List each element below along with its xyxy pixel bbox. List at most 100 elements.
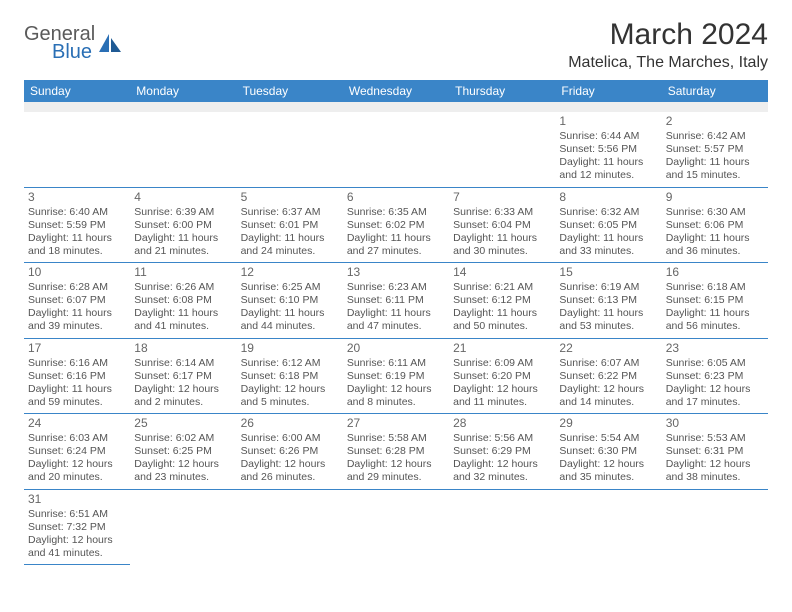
day-detail: Sunrise: 6:14 AM [134,357,232,370]
day-detail: Daylight: 11 hours and 39 minutes. [28,307,126,333]
day-number: 12 [241,265,339,280]
day-detail: Daylight: 12 hours and 5 minutes. [241,383,339,409]
day-cell: 5Sunrise: 6:37 AMSunset: 6:01 PMDaylight… [237,187,343,263]
day-cell: 30Sunrise: 5:53 AMSunset: 6:31 PMDayligh… [662,414,768,490]
day-number: 11 [134,265,232,280]
day-cell: 2Sunrise: 6:42 AMSunset: 5:57 PMDaylight… [662,112,768,187]
calendar-row: 1Sunrise: 6:44 AMSunset: 5:56 PMDaylight… [24,112,768,187]
day-cell: 6Sunrise: 6:35 AMSunset: 6:02 PMDaylight… [343,187,449,263]
day-number: 17 [28,341,126,356]
day-detail: Sunrise: 6:07 AM [559,357,657,370]
day-detail: Sunset: 6:06 PM [666,219,764,232]
day-detail: Sunset: 6:08 PM [134,294,232,307]
day-number: 1 [559,114,657,129]
day-detail: Daylight: 11 hours and 56 minutes. [666,307,764,333]
day-number: 8 [559,190,657,205]
brand-text: General Blue [24,24,95,62]
day-detail: Daylight: 11 hours and 59 minutes. [28,383,126,409]
day-detail: Sunrise: 5:53 AM [666,432,764,445]
day-detail: Daylight: 11 hours and 12 minutes. [559,156,657,182]
day-detail: Sunset: 6:02 PM [347,219,445,232]
day-detail: Sunrise: 5:56 AM [453,432,551,445]
day-number: 29 [559,416,657,431]
day-cell: 3Sunrise: 6:40 AMSunset: 5:59 PMDaylight… [24,187,130,263]
day-detail: Sunset: 6:11 PM [347,294,445,307]
day-cell: 28Sunrise: 5:56 AMSunset: 6:29 PMDayligh… [449,414,555,490]
day-cell: 14Sunrise: 6:21 AMSunset: 6:12 PMDayligh… [449,263,555,339]
day-detail: Sunrise: 6:37 AM [241,206,339,219]
day-number: 3 [28,190,126,205]
day-cell: 23Sunrise: 6:05 AMSunset: 6:23 PMDayligh… [662,338,768,414]
day-number: 22 [559,341,657,356]
weekday-header: Saturday [662,80,768,102]
day-detail: Sunset: 6:23 PM [666,370,764,383]
day-detail: Sunrise: 6:12 AM [241,357,339,370]
day-detail: Daylight: 11 hours and 33 minutes. [559,232,657,258]
day-detail: Daylight: 11 hours and 44 minutes. [241,307,339,333]
brand-line2: Blue [52,42,95,62]
weekday-header: Sunday [24,80,130,102]
day-detail: Daylight: 12 hours and 2 minutes. [134,383,232,409]
day-number: 4 [134,190,232,205]
day-cell: 7Sunrise: 6:33 AMSunset: 6:04 PMDaylight… [449,187,555,263]
day-detail: Sunset: 6:12 PM [453,294,551,307]
day-number: 15 [559,265,657,280]
day-detail: Sunrise: 6:44 AM [559,130,657,143]
calendar-row: 10Sunrise: 6:28 AMSunset: 6:07 PMDayligh… [24,263,768,339]
day-detail: Sunset: 6:24 PM [28,445,126,458]
day-number: 18 [134,341,232,356]
day-detail: Sunset: 5:56 PM [559,143,657,156]
day-detail: Daylight: 11 hours and 47 minutes. [347,307,445,333]
day-number: 2 [666,114,764,129]
calendar-head: SundayMondayTuesdayWednesdayThursdayFrid… [24,80,768,102]
day-detail: Sunrise: 6:18 AM [666,281,764,294]
day-number: 13 [347,265,445,280]
day-cell: 1Sunrise: 6:44 AMSunset: 5:56 PMDaylight… [555,112,661,187]
day-cell: 25Sunrise: 6:02 AMSunset: 6:25 PMDayligh… [130,414,236,490]
empty-cell [662,489,768,565]
day-number: 14 [453,265,551,280]
day-cell: 20Sunrise: 6:11 AMSunset: 6:19 PMDayligh… [343,338,449,414]
day-detail: Sunrise: 6:02 AM [134,432,232,445]
day-detail: Sunrise: 6:19 AM [559,281,657,294]
day-number: 7 [453,190,551,205]
day-detail: Sunset: 6:15 PM [666,294,764,307]
day-number: 21 [453,341,551,356]
day-detail: Sunset: 5:59 PM [28,219,126,232]
day-number: 27 [347,416,445,431]
day-number: 5 [241,190,339,205]
day-detail: Sunrise: 6:25 AM [241,281,339,294]
empty-cell [130,489,236,565]
spacer-row [24,102,768,112]
calendar-body: 1Sunrise: 6:44 AMSunset: 5:56 PMDaylight… [24,102,768,565]
day-number: 30 [666,416,764,431]
day-cell: 11Sunrise: 6:26 AMSunset: 6:08 PMDayligh… [130,263,236,339]
day-detail: Sunset: 6:22 PM [559,370,657,383]
day-detail: Sunrise: 6:05 AM [666,357,764,370]
month-title: March 2024 [568,18,768,52]
empty-cell [237,112,343,187]
day-detail: Sunset: 6:07 PM [28,294,126,307]
day-detail: Sunrise: 6:28 AM [28,281,126,294]
day-detail: Daylight: 11 hours and 21 minutes. [134,232,232,258]
day-detail: Sunset: 6:04 PM [453,219,551,232]
day-cell: 29Sunrise: 5:54 AMSunset: 6:30 PMDayligh… [555,414,661,490]
day-detail: Sunset: 6:30 PM [559,445,657,458]
day-cell: 17Sunrise: 6:16 AMSunset: 6:16 PMDayligh… [24,338,130,414]
day-detail: Sunset: 6:31 PM [666,445,764,458]
day-cell: 8Sunrise: 6:32 AMSunset: 6:05 PMDaylight… [555,187,661,263]
empty-cell [449,489,555,565]
day-cell: 19Sunrise: 6:12 AMSunset: 6:18 PMDayligh… [237,338,343,414]
day-cell: 4Sunrise: 6:39 AMSunset: 6:00 PMDaylight… [130,187,236,263]
day-detail: Daylight: 12 hours and 17 minutes. [666,383,764,409]
day-detail: Sunset: 6:28 PM [347,445,445,458]
day-detail: Sunset: 6:19 PM [347,370,445,383]
weekday-header: Monday [130,80,236,102]
weekday-header: Tuesday [237,80,343,102]
day-number: 9 [666,190,764,205]
day-detail: Sunrise: 6:23 AM [347,281,445,294]
day-number: 10 [28,265,126,280]
day-detail: Sunrise: 6:16 AM [28,357,126,370]
weekday-row: SundayMondayTuesdayWednesdayThursdayFrid… [24,80,768,102]
calendar-row: 24Sunrise: 6:03 AMSunset: 6:24 PMDayligh… [24,414,768,490]
